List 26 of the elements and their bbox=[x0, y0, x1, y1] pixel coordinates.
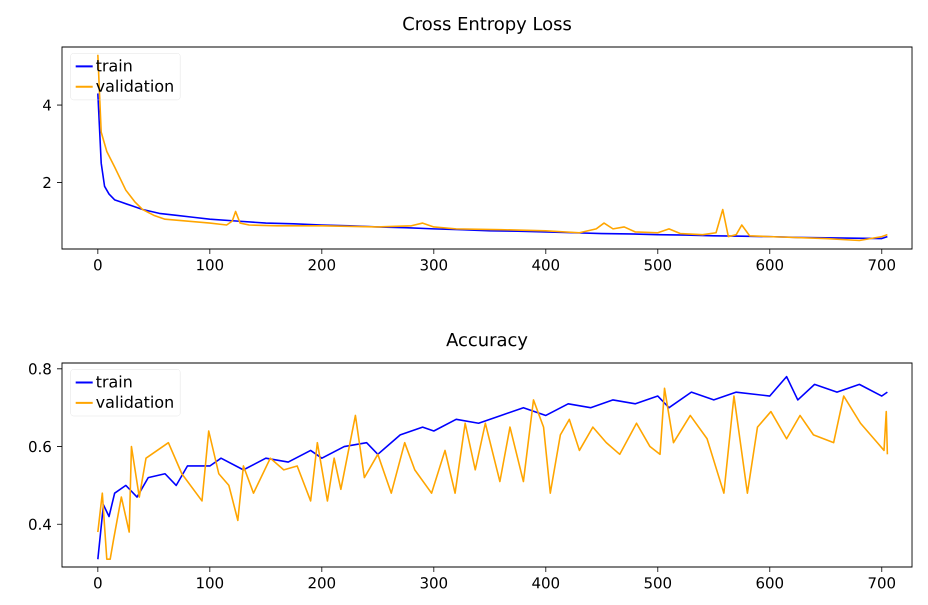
x-tick-label: 200 bbox=[308, 259, 336, 270]
x-tick-label: 600 bbox=[756, 259, 784, 270]
y-tick-label: 4 bbox=[43, 100, 51, 110]
chart-title: Accuracy bbox=[446, 333, 528, 350]
x-tick-label: 0 bbox=[94, 259, 102, 270]
y-tick-label: 0.8 bbox=[29, 363, 51, 374]
x-tick-label: 0 bbox=[94, 577, 102, 588]
x-tick-label: 100 bbox=[197, 577, 224, 588]
x-tick-label: 100 bbox=[197, 259, 224, 270]
x-tick-label: 400 bbox=[532, 259, 560, 270]
x-tick-label: 200 bbox=[308, 577, 336, 588]
x-tick-label: 700 bbox=[868, 577, 896, 588]
x-tick-label: 400 bbox=[532, 577, 560, 588]
x-tick-label: 300 bbox=[420, 259, 448, 270]
x-tick-label: 700 bbox=[868, 259, 896, 270]
x-tick-label: 500 bbox=[644, 259, 672, 270]
x-tick-label: 300 bbox=[420, 577, 448, 588]
legend-label: validation bbox=[96, 396, 173, 408]
legend-label: train bbox=[96, 375, 132, 388]
chart-title: Cross Entropy Loss bbox=[403, 16, 571, 34]
line-series bbox=[97, 92, 888, 240]
x-tick-label: 600 bbox=[756, 577, 784, 588]
y-tick-label: 2 bbox=[43, 176, 50, 188]
y-tick-label: 0.4 bbox=[29, 518, 51, 530]
x-tick-label: 500 bbox=[644, 577, 672, 588]
y-tick-label: 0.6 bbox=[29, 440, 51, 452]
